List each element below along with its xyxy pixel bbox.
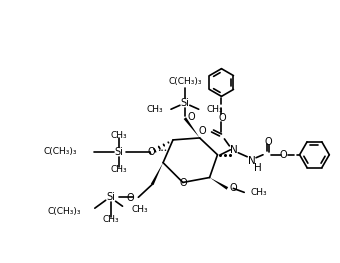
- Text: O: O: [264, 137, 272, 147]
- Text: N: N: [231, 145, 238, 155]
- Polygon shape: [151, 163, 163, 185]
- Text: Si: Si: [106, 192, 115, 202]
- Text: O: O: [127, 193, 134, 203]
- Polygon shape: [184, 117, 200, 138]
- Text: H: H: [254, 163, 262, 173]
- Text: C(CH₃)₃: C(CH₃)₃: [168, 77, 202, 85]
- Text: C(CH₃)₃: C(CH₃)₃: [48, 207, 81, 216]
- Polygon shape: [209, 178, 228, 190]
- Text: O: O: [179, 178, 187, 188]
- Text: Si: Si: [181, 98, 189, 108]
- Text: O: O: [188, 112, 195, 122]
- Text: O: O: [148, 147, 155, 157]
- Text: O: O: [199, 126, 207, 136]
- Text: •••: •••: [157, 148, 167, 153]
- Text: N: N: [248, 156, 256, 166]
- Text: CH₃: CH₃: [132, 205, 148, 214]
- Text: O: O: [280, 150, 288, 160]
- Text: CH₃: CH₃: [250, 188, 267, 197]
- Text: CH₃: CH₃: [110, 165, 127, 174]
- Text: O: O: [230, 183, 237, 193]
- Text: CH₃: CH₃: [102, 215, 119, 224]
- Text: C(CH₃)₃: C(CH₃)₃: [44, 147, 77, 156]
- Text: CH₃: CH₃: [110, 131, 127, 140]
- Text: Si: Si: [114, 147, 123, 157]
- Text: CH₃: CH₃: [207, 105, 223, 114]
- Text: O: O: [219, 113, 226, 123]
- Text: CH₃: CH₃: [147, 105, 163, 114]
